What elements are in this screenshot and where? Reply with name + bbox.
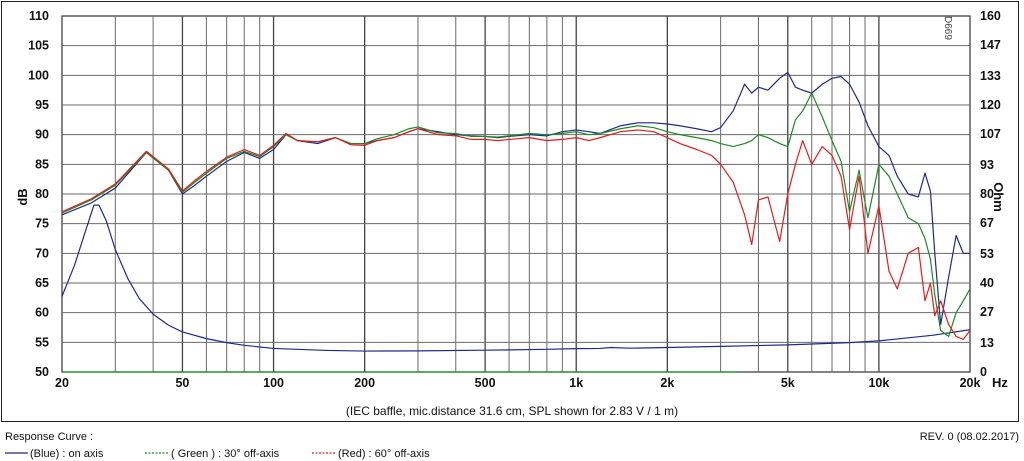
y2-tick-label: 107 <box>980 127 1001 141</box>
y-tick-label: 110 <box>29 9 49 23</box>
series-line-30-off-axis <box>61 92 971 337</box>
chart-grid <box>61 15 971 373</box>
y2-axis-label: Ohm <box>991 182 1006 212</box>
chart-caption: (IEC baffle, mic.distance 31.6 cm, SPL s… <box>346 404 678 418</box>
y2-tick-label: 0 <box>980 365 987 379</box>
series-line-impedance <box>61 204 971 352</box>
legend-label-red: (Red) : 60° off-axis <box>338 448 430 460</box>
y2-tick-label: 67 <box>980 216 994 230</box>
x-tick-label: 200 <box>354 376 375 390</box>
vertical-mark: D669 <box>942 16 953 40</box>
y-tick-label: 60 <box>35 306 49 320</box>
series-line-on-axis <box>61 71 970 326</box>
y-tick-label: 95 <box>35 98 49 112</box>
y-tick-label: 70 <box>35 246 49 260</box>
y-tick-label: 55 <box>35 335 49 349</box>
chart-ticks: 50 55 60 65 70 75 80 85 90 95 100 105 110 0 13 27 40 53 67… <box>28 9 1001 390</box>
y-tick-label: 85 <box>35 157 49 171</box>
y-tick-label: 75 <box>35 217 49 231</box>
x-tick-label: 20k <box>960 376 981 390</box>
legend-title: Response Curve : <box>5 431 93 443</box>
y-tick-label: 65 <box>35 276 49 290</box>
y-tick-label: 90 <box>35 128 49 142</box>
y-axis-label: dB <box>15 188 30 205</box>
legend-label-blue: (Blue) : on axis <box>30 448 104 460</box>
y-tick-label: 80 <box>35 187 49 201</box>
y2-tick-label: 80 <box>980 187 994 201</box>
x-tick-label: 100 <box>263 376 284 390</box>
y2-tick-label: 27 <box>980 305 994 319</box>
series-line-60-off-axis <box>61 128 971 340</box>
y2-tick-label: 40 <box>980 276 994 290</box>
x-tick-label: 1k <box>569 376 583 390</box>
y2-tick-label: 13 <box>980 336 994 350</box>
x-tick-label: 50 <box>175 376 189 390</box>
y2-tick-label: 93 <box>980 158 994 172</box>
y2-tick-label: 160 <box>980 9 1001 23</box>
y2-tick-label: 147 <box>980 38 1001 52</box>
x-tick-label: 20 <box>55 376 69 390</box>
x-tick-label: 500 <box>475 376 496 390</box>
y-tick-label: 105 <box>28 39 49 53</box>
x-tick-label: 2k <box>660 376 674 390</box>
y2-tick-label: 53 <box>980 247 994 261</box>
revision-text: REV. 0 (08.02.2017) <box>920 431 1019 443</box>
x-tick-label: 10k <box>868 376 889 390</box>
chart-series <box>61 71 971 373</box>
y2-tick-label: 133 <box>980 69 1001 83</box>
y-tick-label: 100 <box>28 68 49 82</box>
x-axis-unit: Hz <box>992 375 1008 390</box>
y-tick-label: 50 <box>35 365 49 379</box>
x-tick-label: 5k <box>781 376 795 390</box>
legend-label-green: ( Green ) : 30° off-axis <box>171 448 280 460</box>
y2-tick-label: 120 <box>980 98 1001 112</box>
